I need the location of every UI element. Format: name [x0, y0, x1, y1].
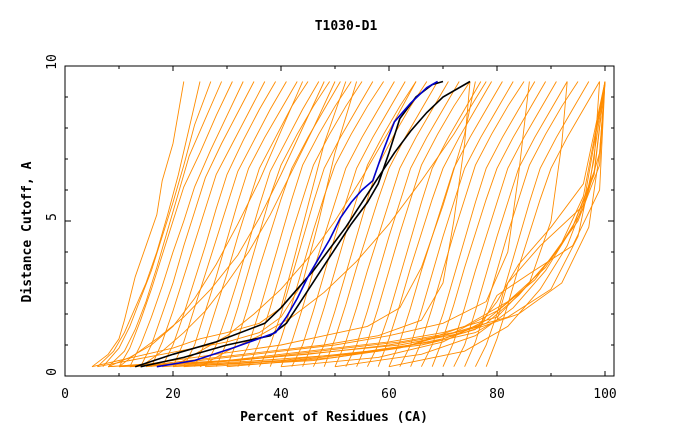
model-series-line	[410, 81, 525, 367]
x-axis-label: Percent of Residues (CA)	[240, 410, 428, 425]
model-series-line	[204, 81, 320, 367]
model-series-line	[183, 81, 606, 368]
model-series-line	[312, 81, 428, 367]
model-series-line	[91, 81, 347, 368]
chart-title: T1030-D1	[315, 19, 378, 34]
highlight-series-line	[134, 80, 471, 368]
model-series-line	[194, 81, 309, 367]
model-series-line	[474, 81, 590, 367]
highlight-series-line	[156, 80, 438, 368]
model-series-line	[172, 81, 287, 367]
model-series-line	[388, 81, 503, 367]
model-series-line	[302, 81, 417, 367]
model-series-line	[226, 81, 606, 368]
model-series-line	[366, 81, 482, 367]
model-series-line	[118, 81, 233, 367]
y-tick-label: 5	[45, 213, 60, 221]
model-series-line	[102, 81, 212, 367]
model-series-line	[431, 81, 546, 367]
model-series-line	[334, 81, 606, 368]
model-series-line	[118, 81, 325, 368]
model-series-line	[162, 81, 606, 368]
x-tick-label: 0	[61, 387, 69, 402]
model-series-line	[118, 81, 568, 368]
model-series-line	[97, 81, 201, 368]
model-series-line	[91, 81, 185, 368]
model-series-line	[420, 81, 536, 367]
y-axis-label: Distance Cutoff, A	[20, 161, 35, 302]
model-series-line	[485, 81, 600, 367]
x-tick-label: 40	[273, 387, 289, 402]
model-series-line	[107, 81, 223, 368]
model-series-line	[248, 81, 363, 367]
model-series-line	[172, 81, 606, 368]
model-series-line	[140, 81, 255, 367]
model-series-line	[183, 81, 298, 367]
y-tick-label: 10	[45, 54, 60, 70]
model-series-line	[280, 81, 395, 367]
model-series-line	[150, 81, 266, 367]
model-series-line	[108, 81, 476, 368]
model-series-line	[269, 81, 384, 367]
model-series-line	[108, 81, 304, 368]
model-series-line	[356, 81, 471, 367]
model-series-line	[377, 81, 492, 367]
model-series-line	[226, 81, 341, 367]
model-series-line	[97, 81, 358, 368]
model-series-line	[129, 81, 244, 367]
model-series-line	[258, 81, 374, 367]
model-series-line	[442, 81, 557, 367]
x-tick-label: 20	[165, 387, 181, 402]
model-series-line	[145, 81, 606, 368]
model-series-line	[334, 81, 449, 367]
x-tick-label: 80	[489, 387, 505, 402]
y-tick-label: 0	[45, 368, 60, 376]
highlight-series-line	[140, 80, 444, 368]
model-series-line	[388, 81, 606, 368]
model-series-line	[140, 81, 336, 368]
model-series-line	[118, 81, 530, 368]
x-axis-ticks: 0 20 40 60 80 100	[61, 66, 617, 402]
series-lines	[91, 80, 606, 368]
x-tick-label: 100	[593, 387, 616, 402]
x-tick-label: 60	[381, 387, 397, 402]
model-series-line	[161, 81, 276, 367]
model-series-line	[399, 81, 514, 367]
model-series-line	[215, 81, 330, 367]
y-axis-ticks: 0 5 10	[45, 54, 614, 377]
model-series-line	[323, 81, 438, 367]
